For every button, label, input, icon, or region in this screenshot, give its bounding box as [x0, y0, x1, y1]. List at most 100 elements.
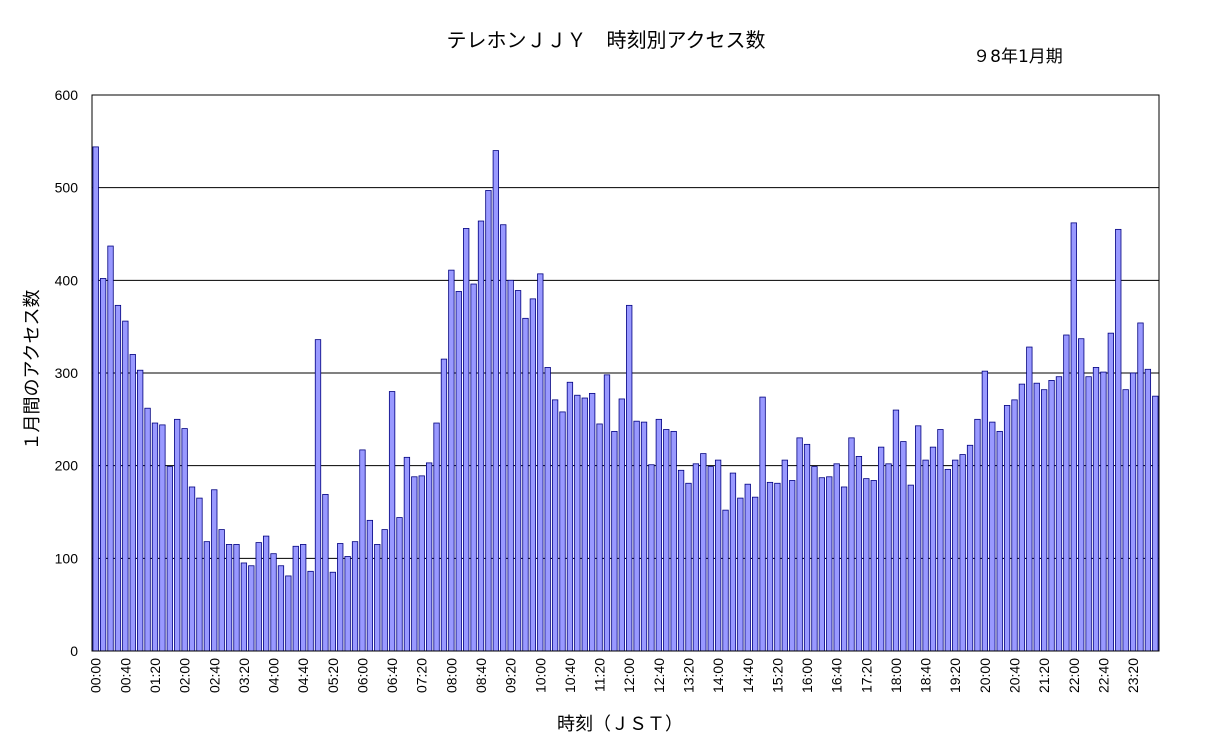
x-tick-label: 12:00: [621, 658, 637, 693]
x-tick-label: 16:40: [829, 658, 845, 693]
bar: [959, 454, 966, 652]
bar: [877, 446, 885, 652]
bar: [766, 481, 774, 652]
bar: [1011, 399, 1018, 652]
bar: [470, 283, 477, 652]
bar: [492, 150, 499, 652]
bar: [840, 486, 848, 652]
bar: [670, 430, 677, 652]
x-tick-label: 12:40: [651, 658, 667, 693]
bar: [485, 190, 492, 652]
bar: [1092, 367, 1100, 652]
bar: [144, 407, 151, 652]
bar: [759, 396, 766, 652]
x-axis-title: 時刻（ＪＳＴ）: [557, 714, 683, 735]
chart-title: テレホンＪＪＹ 時刻別アクセス数: [447, 28, 766, 52]
bar: [122, 320, 129, 652]
bar: [240, 562, 248, 652]
x-tick-label: 15:20: [769, 658, 785, 693]
x-tick-label: 20:00: [977, 658, 993, 693]
bar: [1041, 389, 1048, 652]
x-tick-label: 00:00: [88, 658, 104, 693]
bar: [396, 517, 403, 652]
bar: [500, 224, 507, 652]
y-tick-label: 300: [55, 365, 79, 381]
bar: [640, 421, 648, 652]
x-tick-label: 22:00: [1066, 658, 1082, 693]
bar: [700, 453, 707, 652]
bar: [907, 484, 914, 652]
bar: [1137, 322, 1144, 652]
bar: [685, 482, 692, 652]
bar: [166, 466, 173, 652]
y-axis-ticks: 0 100 200 300 400 500 600: [55, 87, 79, 659]
bar: [477, 220, 485, 652]
bar: [937, 429, 944, 652]
x-tick-label: 08:00: [443, 658, 459, 693]
bar: [1152, 395, 1159, 652]
bar: [203, 541, 210, 652]
bar: [418, 475, 425, 652]
bar: [944, 468, 951, 652]
x-tick-label: 20:40: [1007, 658, 1023, 693]
x-tick-label: 13:20: [680, 658, 696, 693]
bar: [270, 553, 277, 652]
bar: [737, 497, 744, 652]
bar: [603, 374, 611, 652]
bar: [596, 423, 603, 652]
x-tick-label: 03:20: [236, 658, 252, 693]
bar: [981, 370, 989, 652]
x-tick-label: 17:20: [858, 658, 874, 693]
bar: [537, 273, 544, 652]
bar: [329, 571, 336, 652]
x-tick-label: 02:40: [206, 658, 222, 693]
bar: [262, 535, 270, 652]
bar: [752, 496, 759, 652]
bar: [989, 421, 996, 652]
bar: [618, 398, 625, 652]
bar: [381, 529, 388, 652]
bar: [1100, 371, 1107, 652]
bar: [1070, 222, 1077, 652]
bar: [1115, 228, 1122, 652]
bar: [663, 429, 670, 652]
chart-subtitle: ９8年1月期: [973, 47, 1063, 67]
bar: [1078, 338, 1085, 652]
bar: [1063, 334, 1070, 652]
bar: [233, 544, 240, 652]
x-tick-label: 05:20: [325, 658, 341, 693]
bar: [255, 542, 262, 652]
bar: [359, 449, 366, 652]
y-axis-title: １月間のアクセス数: [22, 289, 43, 450]
bar: [1107, 332, 1114, 652]
bar: [211, 489, 218, 652]
bar: [589, 392, 596, 652]
bar: [403, 456, 411, 652]
bar: [677, 469, 685, 652]
x-tick-label: 10:00: [532, 658, 548, 693]
y-tick-label: 0: [70, 643, 78, 659]
x-tick-label: 19:20: [947, 658, 963, 693]
bar: [463, 228, 470, 652]
x-tick-label: 02:00: [177, 658, 193, 693]
bar: [1018, 383, 1026, 652]
bar: [796, 437, 803, 652]
bar: [426, 462, 433, 652]
bar: [781, 459, 788, 652]
x-tick-label: 00:40: [117, 658, 133, 693]
bar: [996, 430, 1003, 652]
bar: [551, 399, 559, 652]
bar: [929, 446, 937, 652]
bar: [314, 339, 322, 652]
x-tick-label: 06:40: [384, 658, 400, 693]
bar: [566, 381, 574, 652]
x-axis-ticks: 00:00 00:40 01:20 02:00 02:40 03:20 04:00 04:40…: [88, 658, 1141, 693]
bar: [648, 464, 655, 652]
bar: [522, 317, 529, 652]
x-tick-label: 23:20: [1125, 658, 1141, 693]
bar: [744, 483, 751, 652]
bar: [440, 358, 448, 652]
bar: [722, 509, 729, 652]
bar: [811, 466, 818, 652]
bar: [507, 279, 514, 652]
